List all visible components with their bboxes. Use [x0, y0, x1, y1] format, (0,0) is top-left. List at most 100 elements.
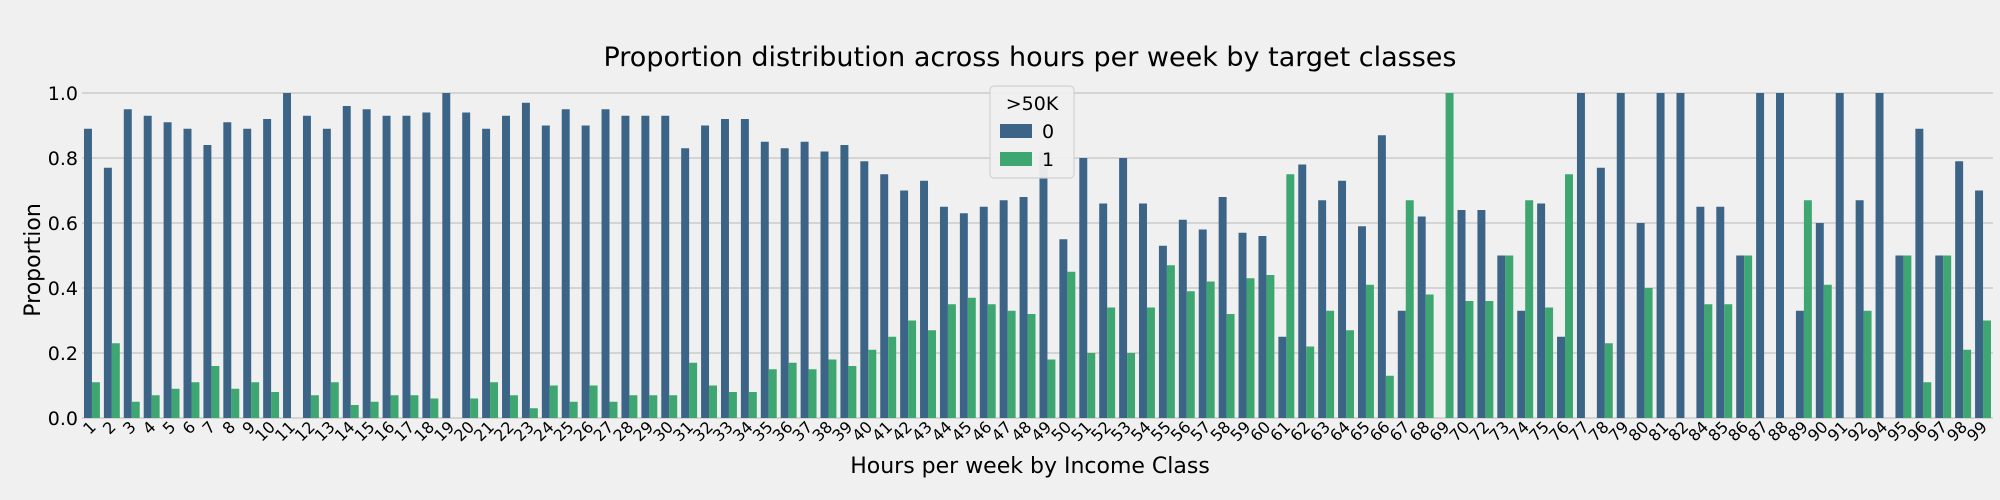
x-tick-label: 2: [99, 417, 120, 438]
bar-series-1: [1405, 200, 1414, 418]
bar-series-1: [1425, 294, 1434, 418]
bar-series-1: [1923, 382, 1932, 418]
bar-series-0: [760, 141, 769, 418]
bar-series-1: [211, 366, 220, 418]
bar-series-1: [908, 320, 917, 418]
bar-series-0: [203, 145, 212, 418]
y-axis-ticks: 0.0 0.2 0.4 0.6 0.8 1.0: [48, 83, 78, 430]
bar-series-1: [231, 388, 240, 418]
y-tick-label: 0.6: [48, 213, 78, 235]
bar-series-0: [263, 119, 272, 418]
bar-series-0: [1576, 93, 1585, 418]
bar-series-0: [1497, 255, 1506, 418]
bar-series-0: [462, 112, 471, 418]
bar-series-0: [1139, 203, 1147, 418]
bar-series-1: [808, 369, 817, 418]
bar-series-0: [521, 102, 530, 418]
bar-series-1: [151, 395, 160, 418]
bar-series-1: [629, 395, 638, 418]
bar-series-0: [621, 115, 630, 418]
bar-series-0: [1895, 255, 1904, 418]
bar-series-0: [1119, 158, 1128, 418]
bar-series-1: [1465, 301, 1474, 418]
bar-series-0: [780, 148, 789, 418]
bar-series-0: [601, 109, 610, 418]
bar-series-0: [800, 141, 809, 418]
bar-series-1: [967, 297, 976, 418]
bar-series-0: [860, 161, 869, 418]
bar-series-1: [828, 359, 837, 418]
bar-series-1: [310, 395, 319, 418]
bar-series-1: [1127, 353, 1136, 418]
x-tick-label: 1: [79, 417, 100, 438]
bar-series-0: [541, 125, 550, 418]
bar-series-1: [709, 385, 718, 418]
bar-series-1: [509, 395, 518, 418]
bar-series-1: [1704, 304, 1713, 418]
bar-series-0: [641, 115, 650, 418]
bar-series-0: [1477, 210, 1486, 418]
bar-series-1: [171, 388, 180, 418]
bar-series-0: [820, 151, 829, 418]
bar-series-1: [1724, 304, 1733, 418]
legend-swatch-0: [1000, 124, 1032, 138]
y-tick-label: 0.2: [48, 343, 78, 365]
bar-series-1: [1166, 265, 1175, 418]
bar-series-1: [1445, 93, 1454, 418]
bar-series-1: [1565, 174, 1573, 418]
bar-series-0: [1795, 310, 1804, 418]
bar-series-1: [1903, 255, 1912, 418]
bar-series-1: [251, 382, 260, 418]
bar-series-0: [1596, 167, 1605, 418]
bar-series-0: [1656, 93, 1665, 418]
bar-series-0: [143, 115, 152, 418]
bar-series-0: [581, 125, 590, 418]
bar-series-0: [880, 174, 889, 418]
bar-series-0: [1198, 229, 1207, 418]
bar-series-1: [1604, 343, 1613, 418]
bar-series-0: [1397, 310, 1406, 418]
bar-series-0: [482, 128, 491, 418]
x-axis-label: Hours per week by Income Class: [850, 454, 1210, 479]
bar-series-1: [350, 405, 359, 418]
bar-series-1: [430, 398, 439, 418]
bar-series-0: [1875, 93, 1884, 418]
bar-series-1: [1346, 330, 1355, 418]
bar-series-0: [1835, 93, 1844, 418]
bar-series-0: [661, 115, 670, 418]
bar-series-1: [987, 304, 996, 418]
bar-series-1: [1744, 255, 1753, 418]
bar-series-1: [868, 349, 877, 418]
bar-series-0: [999, 200, 1008, 418]
bar-series-0: [183, 128, 192, 418]
bar-series-0: [1716, 206, 1725, 418]
bar-series-1: [1863, 310, 1872, 418]
bar-series-1: [848, 366, 857, 418]
x-tick-label: 6: [179, 417, 200, 438]
bar-series-0: [223, 122, 232, 418]
chart-title: Proportion distribution across hours per…: [603, 42, 1456, 73]
bar-series-1: [649, 395, 658, 418]
bar-series-0: [1079, 158, 1088, 418]
bar-series-1: [111, 343, 120, 418]
bar-series-1: [410, 395, 419, 418]
bar-series-0: [1975, 190, 1984, 418]
bar-series-1: [1943, 255, 1952, 418]
x-tick-label: 4: [139, 417, 160, 438]
bar-series-0: [1417, 216, 1426, 418]
bar-series-1: [609, 401, 618, 418]
bar-series-1: [788, 362, 797, 418]
bar-series-1: [947, 304, 956, 418]
bar-series-0: [1039, 151, 1048, 418]
bar-series-0: [1338, 180, 1347, 418]
bar-series-1: [1485, 301, 1494, 418]
bar-series-1: [1047, 359, 1056, 418]
bar-series-0: [1517, 310, 1526, 418]
bar-series-0: [302, 115, 311, 418]
bar-series-0: [1099, 203, 1108, 418]
bar-series-0: [720, 119, 729, 418]
bar-series-1: [330, 382, 339, 418]
x-tick-label: 5: [159, 417, 180, 438]
bar-series-1: [1644, 288, 1653, 418]
